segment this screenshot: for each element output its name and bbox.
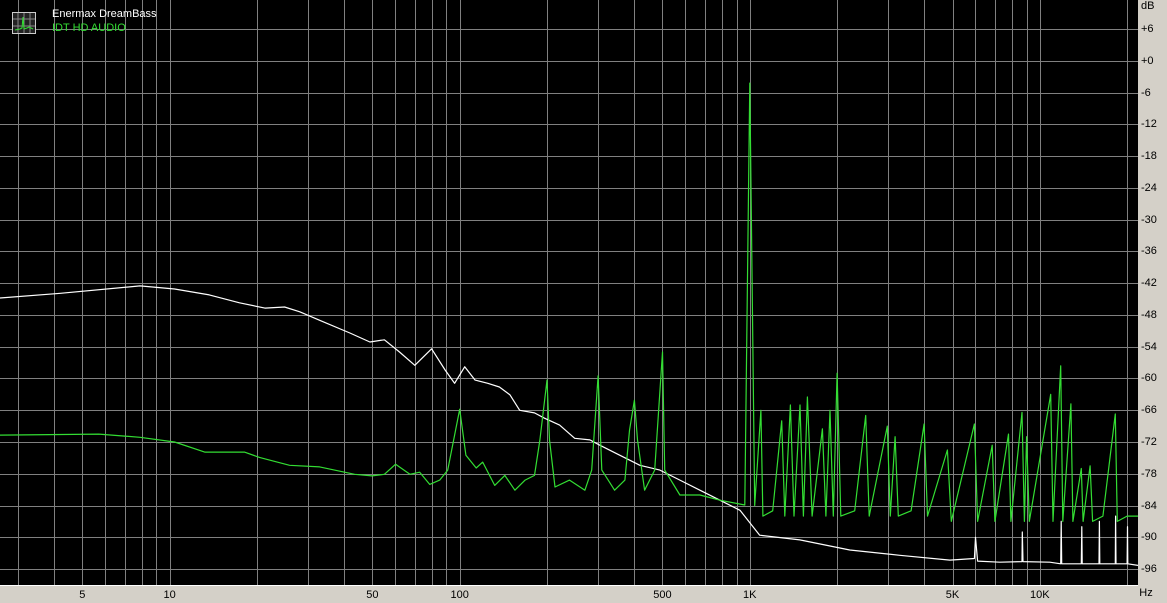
y-tick-label: -66 — [1141, 403, 1157, 416]
y-tick-label: -12 — [1141, 117, 1157, 130]
x-tick-label: 500 — [653, 589, 672, 601]
x-unit-label: Hz — [1139, 587, 1153, 599]
y-tick-label: -48 — [1141, 308, 1157, 321]
x-tick-label: 5 — [79, 589, 86, 601]
y-tick-label: -72 — [1141, 435, 1157, 448]
series-line-enermax-dreambass — [0, 285, 1138, 566]
y-tick-label: -60 — [1141, 371, 1157, 384]
y-tick-label: -24 — [1141, 181, 1157, 194]
y-tick-label: -6 — [1141, 86, 1151, 99]
x-tick-label: 100 — [450, 589, 469, 601]
y-unit-label: dB — [1141, 0, 1155, 12]
series-line-idt-hd-audio — [0, 82, 1138, 523]
legend-item-idt: IDT HD AUDIO — [52, 22, 126, 34]
spectrum-icon — [12, 12, 36, 34]
y-tick-label: -30 — [1141, 213, 1157, 226]
y-tick-label: -54 — [1141, 340, 1157, 353]
x-tick-label: 10K — [1030, 589, 1050, 601]
y-tick-label: -96 — [1141, 562, 1157, 575]
y-tick-label: -84 — [1141, 499, 1157, 512]
y-tick-label: -36 — [1141, 244, 1157, 257]
legend-item-enermax: Enermax DreamBass — [52, 8, 157, 20]
y-tick-label: +0 — [1141, 54, 1154, 67]
spectrum-chart — [0, 0, 1138, 586]
x-tick-label: 5K — [945, 589, 960, 601]
y-tick-label: +6 — [1141, 22, 1154, 35]
plot-area — [0, 0, 1138, 586]
x-tick-label: 50 — [366, 589, 379, 601]
x-tick-label: 1K — [743, 589, 757, 601]
y-tick-label: -90 — [1141, 530, 1157, 543]
y-tick-label: -18 — [1141, 149, 1157, 162]
y-tick-label: -78 — [1141, 467, 1157, 480]
x-tick-label: 10 — [163, 589, 176, 601]
y-tick-label: -42 — [1141, 276, 1157, 289]
